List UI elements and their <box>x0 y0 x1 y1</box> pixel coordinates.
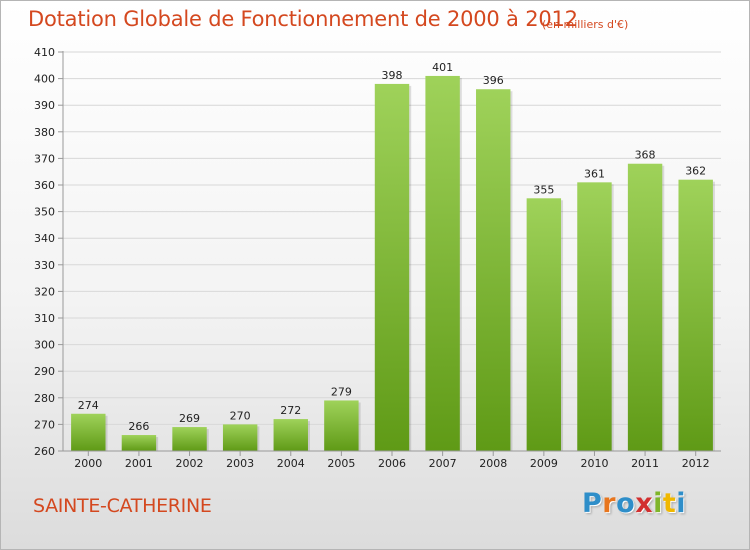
x-tick-label: 2010 <box>580 457 608 470</box>
x-tick-label: 2002 <box>176 457 204 470</box>
logo-letter: x <box>635 488 654 519</box>
logo-letter: o <box>616 488 636 519</box>
bar-chart: 260 270 280 290 300 310 320 330 340 350 360 370 380 3… <box>34 46 721 470</box>
bar <box>526 198 562 451</box>
y-tick-label: 340 <box>34 232 55 245</box>
bar <box>627 163 663 451</box>
x-tick-label: 2001 <box>125 457 153 470</box>
data-labels: 274 266 269 270 272 279 398 401 396 355 361 368 362 <box>78 61 706 433</box>
bar-value-label: 270 <box>230 409 251 422</box>
bar-value-label: 266 <box>128 420 149 433</box>
y-tick-label: 300 <box>34 339 55 352</box>
bar <box>374 83 410 452</box>
logo-letter: r <box>602 488 617 519</box>
bar-value-label: 398 <box>382 69 403 82</box>
y-tick-label: 330 <box>34 259 55 272</box>
x-tick-label: 2006 <box>378 457 406 470</box>
y-tick-label: 260 <box>34 445 55 458</box>
bar-value-label: 272 <box>280 404 301 417</box>
bar-value-label: 355 <box>533 183 554 196</box>
bar <box>476 89 511 452</box>
y-tick-label: 400 <box>34 73 55 86</box>
logo-letter: P <box>582 488 603 519</box>
bar-value-label: 368 <box>635 149 656 162</box>
bar <box>273 419 308 451</box>
bar-value-label: 269 <box>179 412 200 425</box>
y-tick-label: 280 <box>34 392 55 405</box>
bar-value-label: 361 <box>584 167 605 180</box>
bar <box>324 400 359 451</box>
chart-units: (en milliers d'€) <box>542 18 629 31</box>
y-tick-label: 410 <box>34 46 55 59</box>
bar <box>425 75 460 451</box>
bar-value-label: 279 <box>331 385 352 398</box>
proxiti-logo[interactable]: Proxiti <box>582 488 686 519</box>
x-axis: 2000 2001 2002 2003 2004 2005 2006 2007 2008 2009… <box>63 450 721 470</box>
commune-name: SAINTE-CATHERINE <box>33 495 212 517</box>
bar <box>222 424 258 451</box>
y-tick-label: 380 <box>34 126 55 139</box>
logo-letter: t <box>662 488 677 519</box>
y-tick-label: 350 <box>34 206 55 219</box>
x-tick-label: 2011 <box>631 457 659 470</box>
y-tick-label: 310 <box>34 312 55 325</box>
bars <box>71 75 715 452</box>
y-axis: 260 270 280 290 300 310 320 330 340 350 360 370 380 3… <box>34 46 64 458</box>
y-tick-label: 370 <box>34 152 55 165</box>
logo-letter: i <box>653 488 663 519</box>
x-tick-label: 2004 <box>277 457 305 470</box>
bar-value-label: 362 <box>685 165 706 178</box>
x-tick-label: 2007 <box>429 457 457 470</box>
bar <box>71 413 106 451</box>
y-tick-label: 290 <box>34 365 55 378</box>
y-tick-label: 270 <box>34 418 55 431</box>
bar <box>172 427 207 451</box>
bar <box>678 179 713 451</box>
logo-letter: i <box>676 488 687 519</box>
bar <box>121 435 157 451</box>
bar-value-label: 274 <box>78 399 99 412</box>
bar <box>577 182 612 451</box>
y-tick-label: 390 <box>34 99 55 112</box>
chart-title: Dotation Globale de Fonctionnement de 20… <box>28 7 578 31</box>
x-tick-label: 2009 <box>530 457 558 470</box>
y-tick-label: 360 <box>34 179 55 192</box>
x-tick-label: 2008 <box>479 457 507 470</box>
x-tick-label: 2012 <box>682 457 710 470</box>
x-tick-label: 2005 <box>327 457 355 470</box>
y-tick-label: 320 <box>34 285 55 298</box>
x-tick-label: 2000 <box>74 457 102 470</box>
x-tick-label: 2003 <box>226 457 254 470</box>
bar-value-label: 396 <box>483 74 504 87</box>
bar-value-label: 401 <box>432 61 453 74</box>
